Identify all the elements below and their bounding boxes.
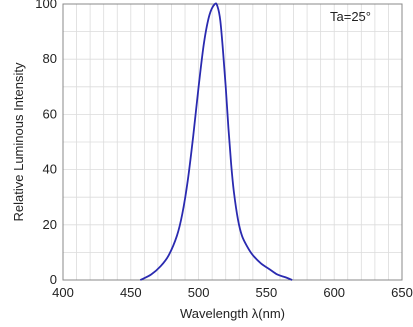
grid <box>62 3 403 281</box>
series-line <box>139 2 293 281</box>
y-axis-ticks: 0 20 40 60 80 100 <box>35 0 57 287</box>
x-tick-label: 500 <box>188 285 210 300</box>
y-tick-label: 80 <box>43 51 57 66</box>
x-axis-label: Wavelength λ(nm) <box>180 306 285 321</box>
y-tick-label: 20 <box>43 217 57 232</box>
series-layer <box>139 2 293 281</box>
y-tick-label: 40 <box>43 162 57 177</box>
x-tick-label: 400 <box>52 285 74 300</box>
x-axis-ticks: 400 450 500 550 600 650 <box>52 285 413 300</box>
plot-area <box>62 3 403 281</box>
x-tick-label: 650 <box>391 285 413 300</box>
y-axis-label: Relative Luminous Intensity <box>11 62 26 221</box>
y-tick-label: 0 <box>50 272 57 287</box>
x-tick-label: 550 <box>256 285 278 300</box>
temperature-annotation: Ta=25° <box>330 9 371 24</box>
y-tick-label: 60 <box>43 106 57 121</box>
y-tick-label: 100 <box>35 0 57 11</box>
x-tick-label: 450 <box>120 285 142 300</box>
x-tick-label: 600 <box>323 285 345 300</box>
